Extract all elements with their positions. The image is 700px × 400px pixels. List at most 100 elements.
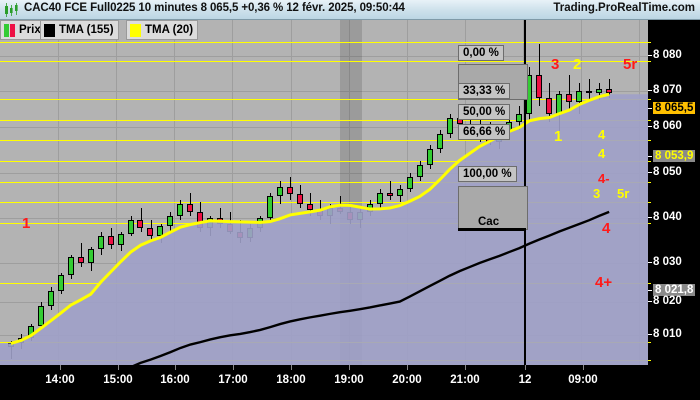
grid-line-horizontal: [0, 91, 648, 92]
time-tick-mark: [118, 365, 119, 370]
price-axis-tick: 8 080: [648, 49, 700, 62]
chart-annotation-marker: 4+: [595, 274, 613, 291]
time-tick-mark: [60, 365, 61, 370]
time-axis-tick-label: 21:00: [450, 374, 480, 386]
series-legend: Prix TMA (155) TMA (20): [0, 20, 700, 40]
line-swatch-yellow-icon: [130, 23, 141, 37]
time-axis-tick-label: 09:00: [568, 374, 598, 386]
price-tick-dash: [648, 126, 652, 127]
price-axis-fib-tick: [648, 140, 651, 141]
time-tick-mark: [407, 365, 408, 370]
price-tick-dash: [648, 334, 652, 335]
chart-annotation-marker: 5r: [623, 56, 638, 73]
candle-bearish: [108, 235, 114, 246]
candle-swatch-icon: [4, 23, 15, 37]
price-tick-label: 8 070: [653, 84, 682, 96]
grid-line-vertical: [349, 20, 350, 365]
fibonacci-level-line: [0, 202, 648, 203]
time-tick-mark: [291, 365, 292, 370]
cac-label: Cac: [478, 216, 500, 228]
candle-wick: [141, 208, 142, 232]
candle-wick: [470, 110, 471, 134]
price-axis-tick: 8 053,9: [648, 150, 700, 163]
candle-bearish: [566, 94, 572, 103]
time-tick-mark: [583, 365, 584, 370]
fib-level-label: 66,66 %: [458, 124, 511, 140]
legend-item-tma155[interactable]: TMA (155): [40, 20, 119, 40]
price-axis-fib-tick: [648, 161, 651, 162]
price-tick-label: 8 080: [653, 49, 682, 61]
candle-bullish: [88, 249, 94, 264]
chart-annotation-marker: 5r: [617, 186, 630, 201]
fib-zone-box: [458, 64, 528, 100]
candle-bearish: [297, 194, 303, 205]
price-tick-dash: [648, 90, 652, 91]
candle-bullish: [98, 235, 104, 250]
grid-line-vertical: [58, 20, 59, 365]
candle-bullish: [596, 88, 602, 93]
candle-bearish: [307, 204, 313, 211]
candle-bearish: [187, 204, 193, 213]
grid-line-vertical: [407, 20, 408, 365]
time-tick-mark: [465, 365, 466, 370]
chart-plot-area[interactable]: 0,00 %33,33 %50,00 %66,66 %100,00 % 1232…: [0, 20, 648, 365]
price-axis-tick: 8 040: [648, 211, 700, 224]
price-axis-fib-tick: [648, 182, 651, 183]
axis-corner: [648, 365, 700, 400]
candle-bullish: [397, 188, 403, 197]
time-axis-tick-label: 17:00: [218, 374, 248, 386]
candle-bearish: [606, 88, 612, 93]
legend-label-prix: Prix: [19, 24, 41, 36]
time-axis-tick-label: 19:00: [334, 374, 364, 386]
line-swatch-black-icon: [44, 23, 55, 37]
grid-line-horizontal: [0, 173, 648, 174]
candle-bullish: [576, 90, 582, 103]
legend-item-prix[interactable]: Prix: [0, 20, 46, 40]
chart-annotation-marker: 4: [598, 146, 606, 161]
price-tick-label: 8 065,5: [653, 102, 696, 114]
candle-bullish: [267, 196, 273, 218]
fib-level-label: 100,00 %: [458, 166, 517, 182]
candle-bullish: [177, 204, 183, 216]
candlestick-icon: [5, 3, 18, 17]
price-tick-label: 8 060: [653, 120, 682, 132]
candle-bullish: [167, 216, 173, 226]
price-tick-dash: [648, 217, 652, 218]
tma20-shaded-area: [0, 94, 648, 365]
candle-bearish: [287, 186, 293, 195]
price-axis-fib-tick: [648, 342, 651, 343]
candle-bullish: [407, 176, 413, 189]
price-tick-label: 8 030: [653, 256, 682, 268]
time-tick-mark: [525, 365, 526, 370]
candle-bearish: [586, 90, 592, 93]
price-axis-fib-tick: [648, 120, 651, 121]
window-title: CAC40 FCE Full0225 10 minutes 8 065,5 +0…: [24, 2, 405, 14]
candle-bullish: [417, 165, 423, 177]
candle-bullish: [48, 290, 54, 307]
price-tick-label: 8 010: [653, 328, 682, 340]
candle-wick: [81, 243, 82, 267]
title-bar: CAC40 FCE Full0225 10 minutes 8 065,5 +0…: [0, 0, 700, 20]
tma155-line: [132, 210, 610, 365]
chart-annotation-marker: 3: [593, 186, 601, 201]
cac-level-line: [458, 228, 526, 231]
price-tick-label: 8 053,9: [653, 150, 696, 162]
price-tick-label: 8 020: [653, 295, 682, 307]
candle-wick: [589, 78, 590, 103]
time-axis[interactable]: 14:00 15:00 16:00 17:00 18:00 19:00 20:00 21:00…: [0, 365, 700, 400]
legend-item-tma20[interactable]: TMA (20): [126, 20, 199, 40]
fibonacci-level-line: [0, 140, 648, 141]
time-axis-tick-label: 14:00: [45, 374, 75, 386]
candle-wick: [390, 180, 391, 201]
time-axis-tick-label: 12: [518, 374, 532, 386]
price-axis-fib-tick: [648, 202, 651, 203]
price-axis-fib-tick: [648, 360, 651, 361]
fibonacci-level-line: [0, 120, 648, 121]
candle-bearish: [137, 219, 143, 228]
candle-bearish: [387, 192, 393, 197]
fibonacci-level-line: [0, 161, 648, 162]
price-axis[interactable]: 8 080 8 070 8 065,5 8 060 8 053,9 8 050 8 040 8…: [648, 20, 700, 377]
time-tick-mark: [233, 365, 234, 370]
price-axis-tick: 8 021,8: [648, 284, 700, 297]
